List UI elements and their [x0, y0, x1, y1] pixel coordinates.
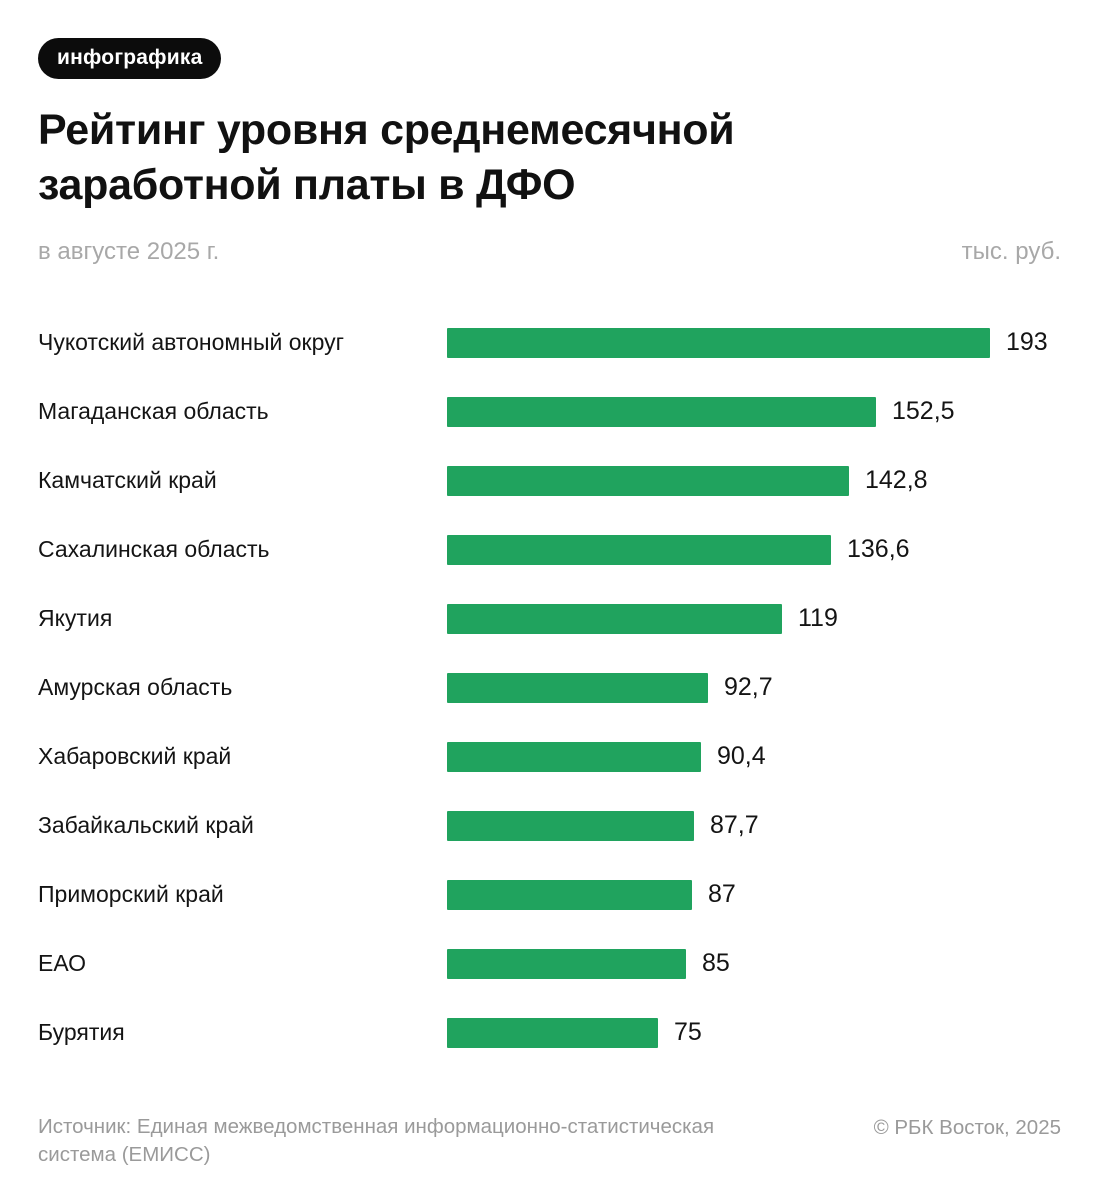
- bar-label: Якутия: [38, 605, 113, 632]
- bar-value: 152,5: [892, 397, 955, 426]
- source-label: Источник: Единая межведомственная информ…: [38, 1113, 714, 1170]
- bar: [447, 1017, 658, 1048]
- units-label: тыс. руб.: [961, 238, 1061, 266]
- bar-label: ЕАО: [38, 950, 87, 977]
- bar: [447, 741, 701, 772]
- bar-row: Бурятия 75: [38, 998, 1061, 1067]
- bar-area: 87: [447, 879, 1061, 910]
- bar-chart: Чукотский автономный округ 193 Магаданск…: [38, 308, 1061, 1067]
- bar-row: Приморский край 87: [38, 860, 1061, 929]
- bar-value: 87,7: [710, 811, 759, 840]
- bar-value: 136,6: [847, 535, 910, 564]
- bar-area: 90,4: [447, 741, 1061, 772]
- bar-area: 142,8: [447, 465, 1061, 496]
- source-label-line-1: Источник: Единая межведомственная информ…: [38, 1114, 715, 1138]
- bar: [447, 672, 708, 703]
- bar-row: Сахалинская область 136,6: [38, 515, 1061, 584]
- source-label-line-2: система (ЕМИСС): [38, 1143, 211, 1167]
- bar: [447, 603, 782, 634]
- bar-row: Забайкальский край 87,7: [38, 791, 1061, 860]
- bar: [447, 465, 849, 496]
- bar-value: 75: [674, 1018, 702, 1047]
- bar: [447, 879, 692, 910]
- bar-area: 119: [447, 603, 1061, 634]
- period-label: в августе 2025 г.: [38, 238, 220, 266]
- bar-row: ЕАО 85: [38, 929, 1061, 998]
- footer: Источник: Единая межведомственная информ…: [38, 1113, 1061, 1170]
- bar-value: 85: [702, 949, 730, 978]
- bar: [447, 327, 990, 358]
- bar-label: Амурская область: [38, 674, 233, 701]
- bar-area: 92,7: [447, 672, 1061, 703]
- chart-meta-row: в августе 2025 г. тыс. руб.: [38, 238, 1061, 266]
- bar-label: Камчатский край: [38, 467, 217, 494]
- infographic-badge: инфографика: [38, 38, 222, 79]
- bar: [447, 948, 686, 979]
- bar-row: Хабаровский край 90,4: [38, 722, 1061, 791]
- bar-area: 85: [447, 948, 1061, 979]
- bar: [447, 534, 831, 565]
- bar-row: Амурская область 92,7: [38, 653, 1061, 722]
- bar-value: 193: [1006, 328, 1048, 357]
- bar-label: Сахалинская область: [38, 536, 270, 563]
- credit-label: © РБК Восток, 2025: [873, 1115, 1061, 1139]
- bar-value: 90,4: [717, 742, 766, 771]
- bar-area: 152,5: [447, 396, 1061, 427]
- bar-label: Приморский край: [38, 881, 224, 908]
- bar-value: 92,7: [724, 673, 773, 702]
- bar-label: Бурятия: [38, 1019, 125, 1046]
- bar-label: Магаданская область: [38, 398, 269, 425]
- bar-area: 136,6: [447, 534, 1061, 565]
- page-title: Рейтинг уровня среднемесячной заработной…: [38, 103, 1061, 212]
- bar-label: Чукотский автономный округ: [38, 329, 344, 356]
- bar-label: Хабаровский край: [38, 743, 232, 770]
- bar-row: Камчатский край 142,8: [38, 446, 1061, 515]
- bar-value: 87: [708, 880, 736, 909]
- bar-area: 87,7: [447, 810, 1061, 841]
- bar: [447, 810, 694, 841]
- bar-value: 119: [798, 604, 838, 633]
- bar-value: 142,8: [865, 466, 928, 495]
- bar-row: Магаданская область 152,5: [38, 377, 1061, 446]
- bar-row: Чукотский автономный округ 193: [38, 308, 1061, 377]
- bar-label: Забайкальский край: [38, 812, 254, 839]
- page-title-line-2: заработной платы в ДФО: [38, 160, 576, 209]
- bar-row: Якутия 119: [38, 584, 1061, 653]
- bar: [447, 396, 876, 427]
- page-title-line-1: Рейтинг уровня среднемесячной: [38, 106, 735, 154]
- bar-area: 193: [447, 327, 1061, 358]
- bar-area: 75: [447, 1017, 1061, 1048]
